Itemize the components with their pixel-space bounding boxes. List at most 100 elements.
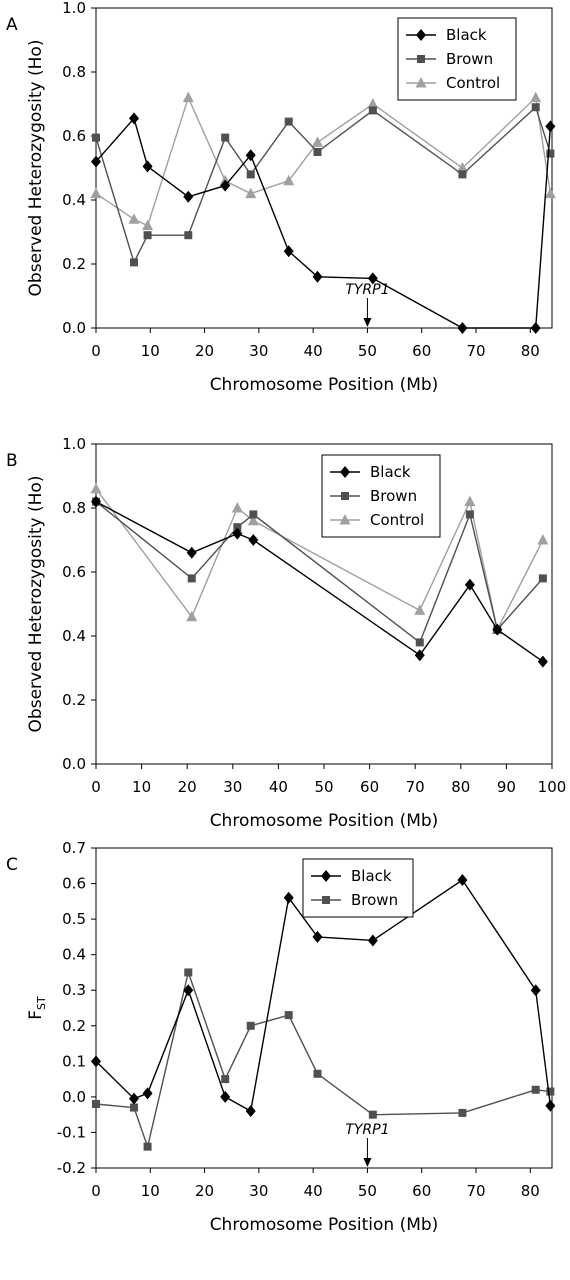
series-brown [92,103,555,267]
series-brown [92,497,547,647]
y-axis-label-subscript: ST [35,996,48,1010]
data-point [531,103,540,112]
x-axis-label: Chromosome Position (Mb) [210,811,439,831]
y-tick-label: 0.8 [62,499,86,517]
legend-label: Brown [446,50,493,68]
data-point [312,930,323,943]
y-tick-label: 0.8 [62,63,86,81]
annotation-arrow-head [363,318,372,327]
data-point [128,213,140,224]
annotation-arrow-head [363,1158,372,1167]
y-tick-label: 0.6 [62,563,86,581]
x-tick-label: 20 [195,342,214,360]
x-tick-label: 70 [466,1182,485,1200]
data-point [414,649,425,662]
data-point [546,1087,555,1096]
series-line [95,969,551,1150]
data-point [537,534,549,545]
data-point [183,190,194,203]
series-black [91,874,556,1118]
legend-item-brown: Brown [406,50,493,68]
x-tick-label: 70 [466,342,485,360]
legend-label: Brown [370,487,417,505]
data-point [530,322,541,334]
data-point [92,133,100,142]
x-tick-label: 30 [249,342,268,360]
tyrp1-annotation: TYRP1 [345,1122,390,1167]
y-tick-label: 0.2 [62,691,86,709]
legend-marker [339,514,351,525]
x-tick-label: 30 [223,778,242,796]
legend: Black Brown [302,858,414,918]
x-tick-label: 40 [269,778,288,796]
x-tick-label: 50 [358,1182,377,1200]
data-point [182,91,194,103]
data-point [245,187,257,199]
data-point [368,106,377,115]
data-point [91,155,101,168]
y-tick-label: 0.0 [62,755,86,773]
data-point [183,984,194,997]
x-tick-label: 0 [91,1182,101,1200]
y-tick-label: 0.4 [62,946,86,964]
data-point [311,136,323,147]
data-point [231,502,243,513]
x-tick-label: 10 [141,342,160,360]
chart-panel-a: A 0.0 0.2 0.4 0.6 0.8 1.0 0 10 20 30 40 50 60 70 80 Chro… [6,0,556,395]
series-black [91,112,556,334]
annotation-label: TYRP1 [345,1122,389,1138]
y-tick-label: 0.6 [62,875,86,893]
series-brown [92,968,555,1151]
x-tick-label: 40 [304,342,323,360]
data-point [367,98,379,109]
data-point [186,546,197,559]
data-point [538,574,547,583]
data-point [221,133,230,142]
data-point [368,1110,377,1119]
data-point [142,1087,153,1100]
y-tick-label: -0.2 [57,1159,86,1177]
data-point [313,1069,322,1078]
data-point [465,510,474,519]
data-point [367,934,378,947]
x-tick-label: 20 [195,1182,214,1200]
data-point [143,1142,152,1151]
data-point [246,170,255,179]
series-line [95,500,544,663]
data-point [186,610,198,622]
y-tick-label: 0.0 [62,1088,86,1106]
data-point [187,574,196,583]
data-point [530,91,542,103]
data-point [464,495,476,507]
data-point [544,187,556,199]
data-point [545,120,556,133]
data-point [367,272,378,285]
data-point [546,149,555,158]
data-point [414,604,426,615]
data-point [143,231,152,240]
legend-label: Control [446,74,500,92]
data-point [284,1011,293,1020]
data-point [184,231,193,240]
data-point [457,874,468,886]
data-point [530,984,541,997]
y-tick-label: 1.0 [62,0,86,17]
x-tick-label: 10 [132,778,151,796]
x-tick-label: 100 [538,778,567,796]
x-axis-label: Chromosome Position (Mb) [210,1215,439,1235]
x-tick-label: 0 [91,778,101,796]
series-black [91,495,548,668]
x-tick-label: 60 [412,342,431,360]
data-point [313,148,322,156]
legend-marker [340,466,350,478]
data-point [220,1090,231,1103]
annotation-label: TYRP1 [345,282,389,298]
y-axis-label: Observed Heterozygosity (Ho) [26,40,46,297]
legend-marker [322,896,330,904]
y-tick-label: 0.1 [62,1052,86,1070]
data-point [283,245,294,258]
y-tick-label: 0.4 [62,627,86,645]
plot-frame [95,847,553,1169]
panel-label: C [6,855,18,875]
